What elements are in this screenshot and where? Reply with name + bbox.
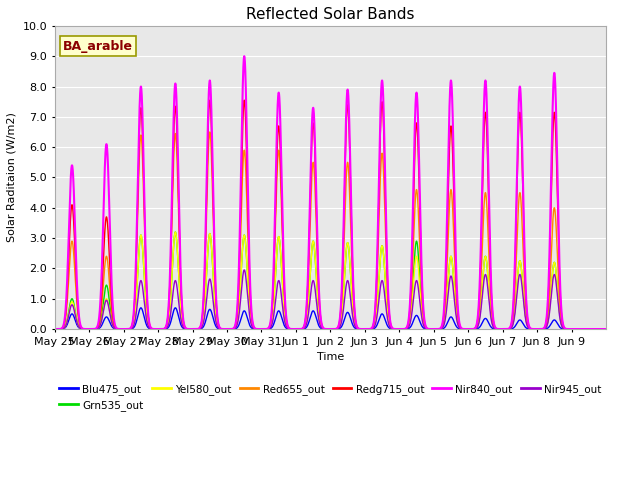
Nir945_out xyxy=(460,326,467,332)
Red655_out xyxy=(79,326,86,332)
Redg715_out xyxy=(602,326,610,332)
Blu475_out xyxy=(251,326,259,332)
Nir840_out xyxy=(460,326,467,332)
Blu475_out xyxy=(377,312,385,318)
Nir840_out xyxy=(377,92,385,97)
Blu475_out xyxy=(489,325,497,331)
Nir840_out xyxy=(241,53,248,59)
Redg715_out xyxy=(206,97,214,103)
Redg715_out xyxy=(460,326,467,332)
Nir945_out xyxy=(251,326,259,332)
Grn535_out xyxy=(79,326,86,332)
Grn535_out xyxy=(51,326,59,332)
Yel580_out xyxy=(79,326,86,332)
Yel580_out xyxy=(172,229,179,235)
Nir945_out xyxy=(377,280,385,286)
Nir840_out xyxy=(79,325,86,331)
Red655_out xyxy=(401,326,409,332)
Grn535_out xyxy=(460,326,467,332)
Yel580_out xyxy=(51,326,59,332)
Red655_out xyxy=(206,129,214,135)
Redg715_out xyxy=(377,112,385,118)
Yel580_out xyxy=(251,326,259,332)
Blu475_out xyxy=(79,326,86,332)
Legend: Blu475_out, Grn535_out, Yel580_out, Red655_out, Redg715_out, Nir840_out, Nir945_: Blu475_out, Grn535_out, Yel580_out, Red6… xyxy=(55,380,605,415)
X-axis label: Time: Time xyxy=(317,352,344,362)
Nir840_out xyxy=(51,326,59,332)
Nir945_out xyxy=(79,326,86,332)
Y-axis label: Solar Raditaion (W/m2): Solar Raditaion (W/m2) xyxy=(7,112,17,242)
Redg715_out xyxy=(401,326,409,332)
Nir945_out xyxy=(602,326,610,332)
Grn535_out xyxy=(172,229,179,235)
Redg715_out xyxy=(489,314,497,320)
Nir945_out xyxy=(241,267,248,273)
Blu475_out xyxy=(51,326,59,332)
Red655_out xyxy=(251,325,259,331)
Redg715_out xyxy=(51,326,59,332)
Nir945_out xyxy=(401,326,409,332)
Blu475_out xyxy=(401,326,409,332)
Grn535_out xyxy=(251,326,259,332)
Redg715_out xyxy=(79,326,86,332)
Grn535_out xyxy=(489,322,497,328)
Yel580_out xyxy=(460,326,467,332)
Line: Blu475_out: Blu475_out xyxy=(55,308,606,329)
Nir840_out xyxy=(602,326,610,332)
Red655_out xyxy=(460,326,467,332)
Redg715_out xyxy=(251,325,259,331)
Line: Grn535_out: Grn535_out xyxy=(55,232,606,329)
Red655_out xyxy=(489,319,497,324)
Yel580_out xyxy=(401,326,409,332)
Nir840_out xyxy=(251,325,259,331)
Grn535_out xyxy=(401,326,409,332)
Nir945_out xyxy=(51,326,59,332)
Nir840_out xyxy=(489,313,497,319)
Grn535_out xyxy=(602,326,610,332)
Blu475_out xyxy=(602,326,610,332)
Line: Red655_out: Red655_out xyxy=(55,132,606,329)
Line: Yel580_out: Yel580_out xyxy=(55,232,606,329)
Line: Redg715_out: Redg715_out xyxy=(55,100,606,329)
Line: Nir840_out: Nir840_out xyxy=(55,56,606,329)
Yel580_out xyxy=(377,248,385,253)
Title: Reflected Solar Bands: Reflected Solar Bands xyxy=(246,7,415,22)
Grn535_out xyxy=(377,248,385,253)
Red655_out xyxy=(602,326,610,332)
Line: Nir945_out: Nir945_out xyxy=(55,270,606,329)
Blu475_out xyxy=(460,326,467,332)
Nir945_out xyxy=(489,323,497,329)
Nir840_out xyxy=(401,326,409,332)
Yel580_out xyxy=(489,322,497,328)
Blu475_out xyxy=(137,305,145,311)
Red655_out xyxy=(51,326,59,332)
Text: BA_arable: BA_arable xyxy=(63,39,133,52)
Yel580_out xyxy=(602,326,610,332)
Red655_out xyxy=(377,160,385,166)
